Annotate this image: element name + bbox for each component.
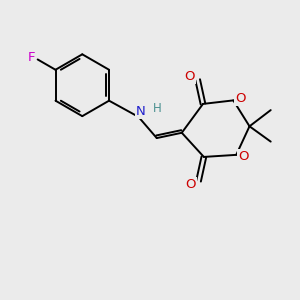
Text: O: O bbox=[236, 92, 246, 104]
Text: N: N bbox=[136, 105, 146, 118]
Text: O: O bbox=[184, 70, 195, 83]
Text: F: F bbox=[27, 52, 35, 64]
Text: O: O bbox=[185, 178, 196, 191]
Text: H: H bbox=[152, 101, 161, 115]
Text: O: O bbox=[238, 150, 249, 163]
